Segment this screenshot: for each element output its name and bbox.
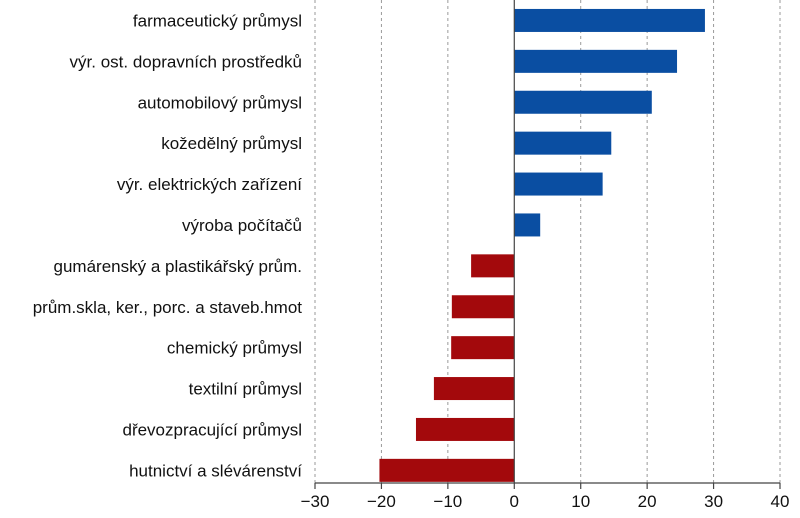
bar-10 (415, 417, 515, 441)
bar-5 (514, 213, 541, 237)
bars (379, 8, 705, 482)
category-labels: farmaceutický průmysl výr. ost. dopravníc… (33, 11, 303, 480)
bar-3 (514, 131, 612, 155)
category-label-1: výr. ost. dopravních prostředků (70, 52, 302, 71)
bar-8 (451, 336, 515, 360)
category-label-9: textilní průmysl (189, 380, 302, 399)
bar-1 (514, 49, 678, 73)
category-label-11: hutnictví a slévárenství (129, 461, 302, 480)
tick-label-5: 20 (638, 492, 657, 511)
tick-label-4: 10 (571, 492, 590, 511)
tick-label-0: −30 (301, 492, 330, 511)
category-label-5: výroba počítačů (182, 216, 302, 235)
bar-2 (514, 90, 652, 114)
category-label-0: farmaceutický průmysl (133, 11, 302, 30)
x-axis: −30 −20 −10 0 10 20 30 40 (301, 0, 790, 511)
bar-4 (514, 172, 603, 196)
category-label-7: prům.skla, ker., porc. a staveb.hmot (33, 298, 303, 317)
category-label-8: chemický průmysl (167, 339, 302, 358)
tick-label-1: −20 (367, 492, 396, 511)
category-label-10: dřevozpracující průmysl (122, 420, 302, 439)
grid (314, 0, 781, 483)
bar-9 (433, 377, 515, 401)
tick-label-6: 30 (704, 492, 723, 511)
tick-label-7: 40 (771, 492, 790, 511)
bar-11 (379, 458, 515, 482)
bar-6 (471, 254, 515, 278)
category-label-6: gumárenský a plastikářský prům. (54, 257, 302, 276)
bar-0 (514, 8, 705, 32)
category-label-2: automobilový průmysl (138, 93, 302, 112)
category-label-4: výr. elektrických zařízení (117, 175, 302, 194)
tick-label-2: −10 (433, 492, 462, 511)
category-label-3: kožedělný průmysl (161, 134, 302, 153)
bar-7 (451, 295, 515, 319)
tick-label-3: 0 (510, 492, 519, 511)
